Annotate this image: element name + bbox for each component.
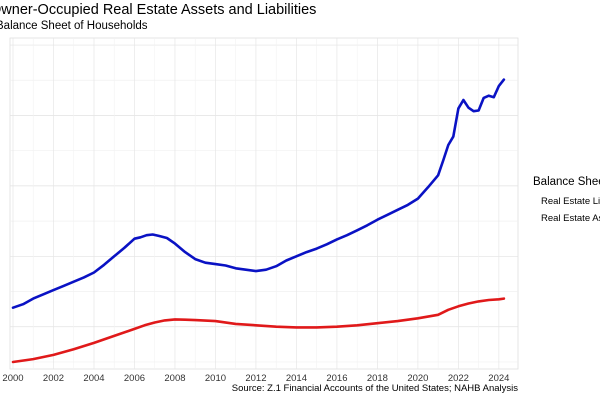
x-tick-label: 2000 bbox=[2, 373, 23, 384]
x-tick-label: 2016 bbox=[326, 373, 347, 384]
x-axis-ticks: 2000 2002 2004 2006 2008 2010 2012 2014 2016 2018… bbox=[2, 373, 509, 384]
legend-label-liabilities: Real Estate Liabilities bbox=[541, 196, 600, 207]
legend-item-assets: Real Estate Assets bbox=[533, 210, 600, 227]
legend-title: Balance Sheet bbox=[533, 176, 600, 188]
x-tick-label: 2004 bbox=[83, 373, 104, 384]
chart-title: Owner-Occupied Real Estate Assets and Li… bbox=[0, 2, 317, 18]
x-tick-label: 2014 bbox=[286, 373, 307, 384]
chart-subtitle: Balance Sheet of Households bbox=[0, 20, 148, 32]
x-tick-label: 2024 bbox=[488, 373, 509, 384]
x-tick-label: 2006 bbox=[124, 373, 145, 384]
legend-item-liabilities: Real Estate Liabilities bbox=[533, 193, 600, 210]
x-tick-label: 2008 bbox=[164, 373, 185, 384]
legend-label-assets: Real Estate Assets bbox=[541, 213, 600, 224]
gridlines bbox=[10, 38, 518, 369]
series-line-real-estate-liabilities bbox=[11, 297, 506, 364]
x-tick-label: 2002 bbox=[43, 373, 64, 384]
x-tick-label: 2010 bbox=[205, 373, 226, 384]
source-note: Source: Z.1 Financial Accounts of the Un… bbox=[231, 383, 518, 394]
x-tick-label: 2012 bbox=[245, 373, 266, 384]
x-tick-label: 2018 bbox=[367, 373, 388, 384]
series-line-real-estate-assets bbox=[11, 78, 506, 310]
legend: Balance Sheet Real Estate Liabilities Re… bbox=[533, 176, 600, 227]
x-tick-label: 2022 bbox=[448, 373, 469, 384]
plot-panel bbox=[9, 37, 519, 370]
x-tick-label: 2020 bbox=[407, 373, 428, 384]
series-lines bbox=[11, 78, 506, 364]
